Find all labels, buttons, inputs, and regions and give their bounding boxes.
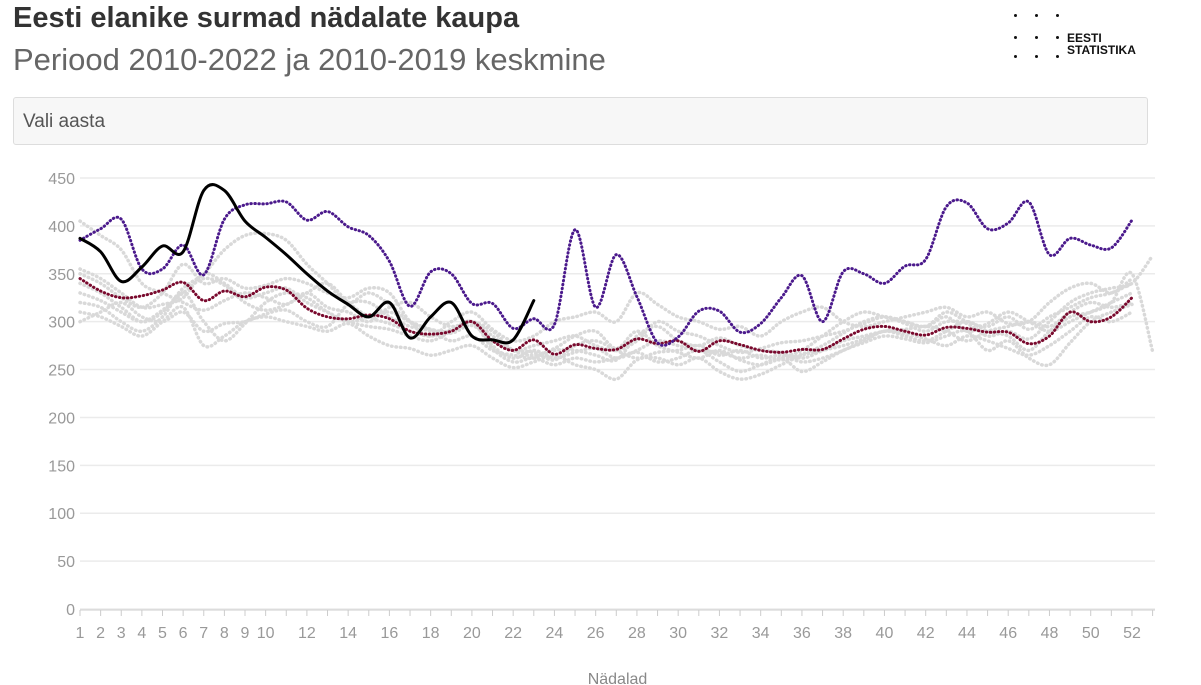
series-line-2022 <box>78 183 536 345</box>
chart-subtitle: Periood 2010-2022 ja 2010-2019 keskmine <box>13 42 606 77</box>
x-tick-label: 1 <box>76 625 85 642</box>
x-tick-label: 14 <box>339 625 357 642</box>
x-tick-label: 42 <box>917 625 935 642</box>
x-tick-label: 9 <box>241 625 250 642</box>
year-select-label: Vali aasta <box>23 111 106 132</box>
series-line-grey-b <box>78 267 1155 364</box>
year-select[interactable]: Vali aasta <box>13 97 1148 145</box>
x-tick-label: 44 <box>958 625 976 642</box>
x-tick-label: 7 <box>199 625 208 642</box>
logo-text-line2: STATISTIKA <box>1067 43 1136 57</box>
y-tick-label: 100 <box>48 506 75 523</box>
x-tick-label: 20 <box>463 625 481 642</box>
x-tick-label: 48 <box>1041 625 1059 642</box>
x-tick-label: 3 <box>117 625 126 642</box>
x-tick-label: 30 <box>669 625 687 642</box>
y-tick-label: 300 <box>48 315 75 332</box>
series-line-grey-a <box>78 253 1155 362</box>
y-tick-label: 400 <box>48 219 75 236</box>
y-tick-label: 450 <box>48 171 75 188</box>
x-tick-label: 2 <box>96 625 105 642</box>
x-tick-label: 52 <box>1123 625 1141 642</box>
x-tick-label: 46 <box>999 625 1017 642</box>
series-line-grey-c <box>78 299 1134 363</box>
x-tick-label: 8 <box>220 625 229 642</box>
x-axis-title: Nädalad <box>588 671 648 685</box>
y-tick-label: 0 <box>66 602 75 619</box>
x-tick-label: 34 <box>752 625 770 642</box>
y-tick-label: 150 <box>48 458 75 475</box>
series-line-grey-e <box>78 219 1134 367</box>
series-line-2010-2019-keskmine <box>78 277 1134 356</box>
x-tick-label: 26 <box>587 625 605 642</box>
x-tick-label: 40 <box>876 625 894 642</box>
x-tick-label: 5 <box>158 625 167 642</box>
series-line-grey-h <box>78 304 1134 382</box>
chart-title: Eesti elanike surmad nädalate kaupa <box>13 2 520 34</box>
x-tick-label: 28 <box>628 625 646 642</box>
y-tick-label: 250 <box>48 363 75 380</box>
eesti-statistika-logo: EESTI STATISTIKA <box>1010 10 1160 65</box>
series-line-grey-g <box>78 262 1134 343</box>
x-tick-label: 36 <box>793 625 811 642</box>
series-line-2021 <box>78 198 1134 347</box>
x-tick-label: 50 <box>1082 625 1100 642</box>
x-tick-label: 38 <box>834 625 852 642</box>
x-tick-label: 10 <box>257 625 275 642</box>
logo-text-line1: EESTI <box>1067 31 1102 45</box>
y-tick-label: 50 <box>57 554 75 571</box>
x-tick-label: 32 <box>711 625 729 642</box>
x-tick-label: 4 <box>137 625 146 642</box>
x-tick-label: 12 <box>298 625 316 642</box>
x-tick-label: 22 <box>504 625 522 642</box>
y-tick-label: 350 <box>48 267 75 284</box>
y-tick-label: 200 <box>48 410 75 427</box>
x-tick-label: 6 <box>179 625 188 642</box>
x-tick-label: 18 <box>422 625 440 642</box>
series-line-grey-f <box>78 291 1134 374</box>
x-tick-label: 16 <box>381 625 399 642</box>
x-tick-label: 24 <box>546 625 564 642</box>
